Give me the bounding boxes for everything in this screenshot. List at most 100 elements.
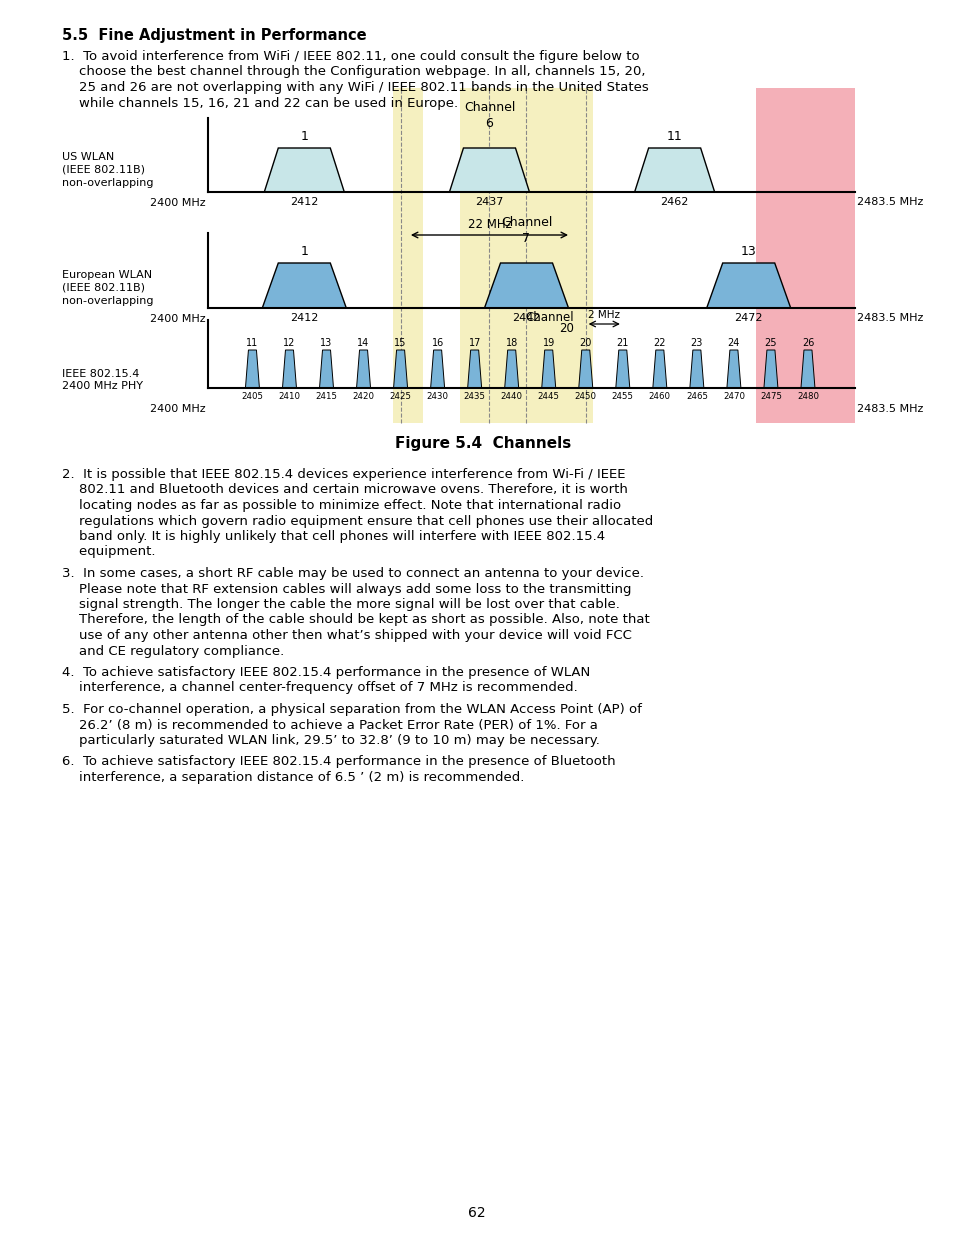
Text: 22: 22 bbox=[653, 338, 665, 348]
Text: 2435: 2435 bbox=[463, 392, 485, 401]
Polygon shape bbox=[763, 349, 777, 388]
Text: Channel
7: Channel 7 bbox=[500, 216, 552, 245]
Text: 1: 1 bbox=[300, 245, 308, 258]
Text: Figure 5.4  Channels: Figure 5.4 Channels bbox=[395, 436, 571, 451]
Polygon shape bbox=[264, 149, 344, 192]
Polygon shape bbox=[262, 263, 346, 308]
Text: 20: 20 bbox=[579, 338, 591, 348]
Text: 2460: 2460 bbox=[648, 392, 670, 401]
Polygon shape bbox=[430, 349, 444, 388]
Text: regulations which govern radio equipment ensure that cell phones use their alloc: regulations which govern radio equipment… bbox=[62, 514, 653, 528]
Text: 2400 MHz: 2400 MHz bbox=[151, 314, 206, 324]
Text: band only. It is highly unlikely that cell phones will interfere with IEEE 802.1: band only. It is highly unlikely that ce… bbox=[62, 530, 604, 543]
Text: locating nodes as far as possible to minimize effect. Note that international ra: locating nodes as far as possible to min… bbox=[62, 499, 620, 512]
Text: 2400 MHz: 2400 MHz bbox=[151, 404, 206, 414]
Text: 2483.5 MHz: 2483.5 MHz bbox=[856, 197, 923, 207]
Text: 25: 25 bbox=[764, 338, 777, 348]
Text: 1.  To avoid interference from WiFi / IEEE 802.11, one could consult the figure : 1. To avoid interference from WiFi / IEE… bbox=[62, 50, 639, 62]
Text: 26: 26 bbox=[801, 338, 813, 348]
Text: 2405: 2405 bbox=[241, 392, 263, 401]
Polygon shape bbox=[319, 349, 334, 388]
Text: 2400 MHz: 2400 MHz bbox=[151, 198, 206, 208]
Polygon shape bbox=[449, 149, 529, 192]
Text: and CE regulatory compliance.: and CE regulatory compliance. bbox=[62, 644, 284, 658]
Polygon shape bbox=[282, 349, 296, 388]
Text: 5.5  Fine Adjustment in Performance: 5.5 Fine Adjustment in Performance bbox=[62, 27, 366, 42]
Polygon shape bbox=[726, 349, 740, 388]
Text: particularly saturated WLAN link, 29.5’ to 32.8’ (9 to 10 m) may be necessary.: particularly saturated WLAN link, 29.5’ … bbox=[62, 734, 599, 748]
Text: signal strength. The longer the cable the more signal will be lost over that cab: signal strength. The longer the cable th… bbox=[62, 598, 619, 612]
Text: 2.  It is possible that IEEE 802.15.4 devices experience interference from Wi-Fi: 2. It is possible that IEEE 802.15.4 dev… bbox=[62, 468, 625, 480]
Text: 2430: 2430 bbox=[426, 392, 448, 401]
Bar bbox=[459, 89, 593, 423]
Text: 2465: 2465 bbox=[685, 392, 707, 401]
Text: 19: 19 bbox=[542, 338, 555, 348]
Text: use of any other antenna other then what’s shipped with your device will void FC: use of any other antenna other then what… bbox=[62, 629, 631, 641]
Text: 2480: 2480 bbox=[796, 392, 818, 401]
Text: 1: 1 bbox=[300, 130, 308, 144]
Text: Therefore, the length of the cable should be kept as short as possible. Also, no: Therefore, the length of the cable shoul… bbox=[62, 614, 649, 626]
Text: 26.2’ (8 m) is recommended to achieve a Packet Error Rate (PER) of 1%. For a: 26.2’ (8 m) is recommended to achieve a … bbox=[62, 719, 598, 731]
Polygon shape bbox=[356, 349, 370, 388]
Text: 22 MHz: 22 MHz bbox=[467, 218, 511, 231]
Text: interference, a separation distance of 6.5 ’ (2 m) is recommended.: interference, a separation distance of 6… bbox=[62, 771, 524, 784]
Text: 2445: 2445 bbox=[537, 392, 559, 401]
Text: 6.  To achieve satisfactory IEEE 802.15.4 performance in the presence of Bluetoo: 6. To achieve satisfactory IEEE 802.15.4… bbox=[62, 755, 615, 769]
Text: 2437: 2437 bbox=[475, 197, 503, 207]
Text: 17: 17 bbox=[468, 338, 480, 348]
Text: 2475: 2475 bbox=[760, 392, 781, 401]
Polygon shape bbox=[467, 349, 481, 388]
Text: 2483.5 MHz: 2483.5 MHz bbox=[856, 404, 923, 414]
Text: 13: 13 bbox=[740, 245, 756, 258]
Text: equipment.: equipment. bbox=[62, 545, 155, 559]
Text: 2455: 2455 bbox=[611, 392, 633, 401]
Text: 2410: 2410 bbox=[278, 392, 300, 401]
Polygon shape bbox=[578, 349, 592, 388]
Polygon shape bbox=[541, 349, 556, 388]
Text: Channel
6: Channel 6 bbox=[463, 101, 515, 130]
Text: 3.  In some cases, a short RF cable may be used to connect an antenna to your de: 3. In some cases, a short RF cable may b… bbox=[62, 567, 643, 580]
Polygon shape bbox=[245, 349, 259, 388]
Text: 2470: 2470 bbox=[722, 392, 744, 401]
Text: 24: 24 bbox=[727, 338, 740, 348]
Text: 4.  To achieve satisfactory IEEE 802.15.4 performance in the presence of WLAN: 4. To achieve satisfactory IEEE 802.15.4… bbox=[62, 666, 590, 679]
Text: 2440: 2440 bbox=[500, 392, 522, 401]
Polygon shape bbox=[652, 349, 666, 388]
Text: 20: 20 bbox=[558, 322, 573, 334]
Text: 2450: 2450 bbox=[574, 392, 597, 401]
Text: 25 and 26 are not overlapping with any WiFi / IEEE 802.11 bands in the United St: 25 and 26 are not overlapping with any W… bbox=[62, 81, 648, 94]
Bar bbox=[393, 89, 422, 423]
Text: 14: 14 bbox=[357, 338, 369, 348]
Polygon shape bbox=[504, 349, 518, 388]
Text: Channel: Channel bbox=[524, 311, 573, 324]
Polygon shape bbox=[615, 349, 629, 388]
Text: 2 MHz: 2 MHz bbox=[588, 310, 619, 319]
Text: IEEE 802.15.4
2400 MHz PHY: IEEE 802.15.4 2400 MHz PHY bbox=[62, 368, 143, 392]
Text: 16: 16 bbox=[431, 338, 443, 348]
Text: choose the best channel through the Configuration webpage. In all, channels 15, : choose the best channel through the Conf… bbox=[62, 65, 645, 79]
Text: 62: 62 bbox=[468, 1206, 485, 1221]
Polygon shape bbox=[801, 349, 814, 388]
Text: 2472: 2472 bbox=[734, 313, 762, 323]
Text: 5.  For co-channel operation, a physical separation from the WLAN Access Point (: 5. For co-channel operation, a physical … bbox=[62, 703, 641, 716]
Text: US WLAN
(IEEE 802.11B)
non-overlapping: US WLAN (IEEE 802.11B) non-overlapping bbox=[62, 152, 153, 187]
Text: 2442: 2442 bbox=[512, 313, 540, 323]
Text: 2425: 2425 bbox=[389, 392, 411, 401]
Text: 802.11 and Bluetooth devices and certain microwave ovens. Therefore, it is worth: 802.11 and Bluetooth devices and certain… bbox=[62, 483, 627, 497]
Polygon shape bbox=[706, 263, 790, 308]
Text: 2420: 2420 bbox=[353, 392, 375, 401]
Text: 15: 15 bbox=[394, 338, 406, 348]
Text: 18: 18 bbox=[505, 338, 517, 348]
Text: 23: 23 bbox=[690, 338, 702, 348]
Text: 2483.5 MHz: 2483.5 MHz bbox=[856, 313, 923, 323]
Text: European WLAN
(IEEE 802.11B)
non-overlapping: European WLAN (IEEE 802.11B) non-overlap… bbox=[62, 271, 153, 306]
Text: while channels 15, 16, 21 and 22 can be used in Europe.: while channels 15, 16, 21 and 22 can be … bbox=[62, 96, 457, 110]
Text: 12: 12 bbox=[283, 338, 295, 348]
Text: 2412: 2412 bbox=[290, 313, 318, 323]
Text: 2412: 2412 bbox=[290, 197, 318, 207]
Polygon shape bbox=[634, 149, 714, 192]
Text: 11: 11 bbox=[246, 338, 258, 348]
Text: 2415: 2415 bbox=[315, 392, 337, 401]
Text: 11: 11 bbox=[666, 130, 681, 144]
Text: 13: 13 bbox=[320, 338, 333, 348]
